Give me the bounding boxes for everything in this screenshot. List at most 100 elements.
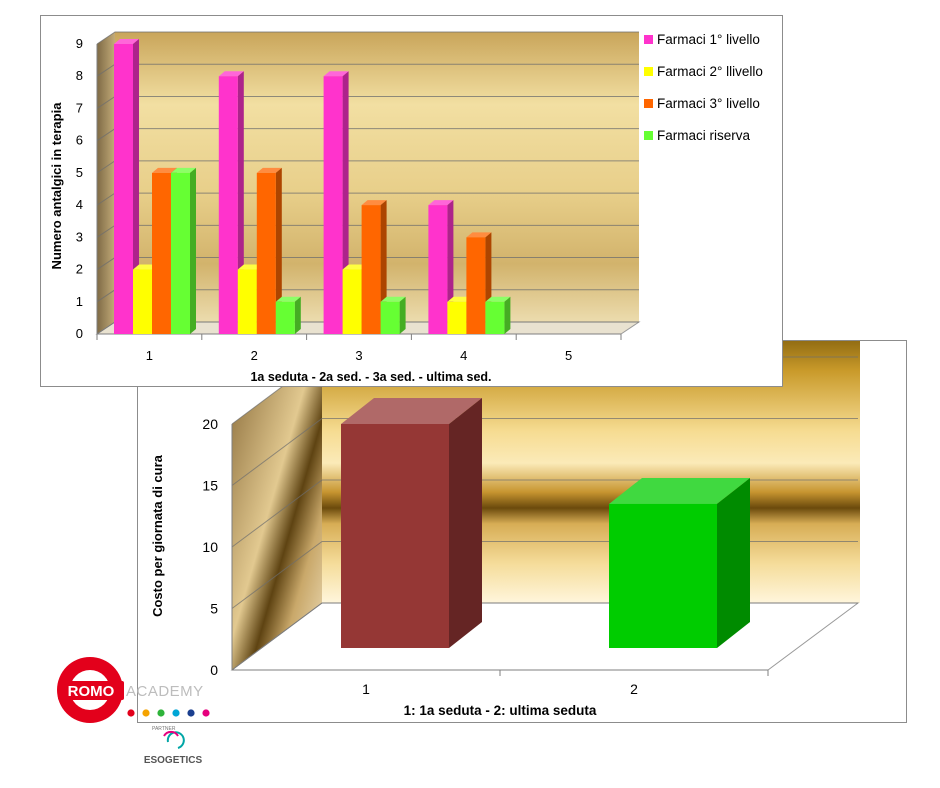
- chart1-bar-front: [152, 172, 171, 334]
- chart1-x-tick-label: 4: [460, 348, 467, 363]
- chart2-x-axis-label: 1: 1a seduta - 2: ultima seduta: [404, 703, 597, 718]
- chart2-bar-top: [609, 477, 750, 504]
- chart1-bar-side: [133, 39, 139, 334]
- chart1-bar-front: [256, 172, 276, 334]
- cost-chart-svg: 0 5 10 15 20 1 2 1: 1a seduta - 2: ultima sedut…: [150, 339, 860, 718]
- chart1-x-tick-label: 1: [146, 348, 153, 363]
- chart2-floor: [230, 602, 860, 671]
- chart1-y-tick-label: 2: [76, 262, 83, 277]
- chart2-bar: [341, 398, 482, 648]
- chart1-bar-top: [361, 200, 387, 206]
- chart1-y-tick-label: 4: [76, 197, 83, 212]
- esogetics-mark-icon: [166, 731, 185, 749]
- logo-dot: [142, 709, 150, 717]
- chart1-bar-front: [342, 269, 362, 334]
- chart1-x-tick-label: 3: [355, 348, 362, 363]
- chart1-y-tick-label: 1: [76, 294, 83, 309]
- chart1-bar: [485, 296, 511, 334]
- chart1-side-wall: [97, 32, 115, 334]
- chart1-bar-side: [275, 167, 282, 334]
- chart2-bar-top: [341, 398, 482, 424]
- chart1-bar-front: [485, 301, 505, 334]
- chart1-bar-top: [485, 296, 511, 302]
- chart1-legend-swatch: [644, 99, 653, 108]
- chart1-gridline: [96, 31, 639, 45]
- logo-brand-bar: [58, 681, 124, 700]
- chart1-bar-front: [466, 237, 486, 334]
- analgesic-chart-svg: 0 1 2 3 4 5 6 7 8 9 1 2 3 4 5 1a seduta - 2a sed. - 3a …: [49, 31, 763, 384]
- analgesic-chart: 0 1 2 3 4 5 6 7 8 9 1 2 3 4 5 1a seduta - 2a sed. - 3a …: [40, 15, 783, 387]
- chart1-bar-front: [323, 76, 343, 334]
- chart1-x-tick-label: 2: [251, 348, 258, 363]
- chart2-bar-side: [717, 477, 750, 648]
- chart1-bar-front: [380, 301, 400, 334]
- chart1-bar-top: [447, 296, 473, 302]
- chart2-bar-front: [609, 503, 717, 648]
- chart2-y-axis-label: Costo per giornata di cura: [150, 454, 165, 617]
- logo-dot: [187, 709, 195, 717]
- logo-dot: [157, 709, 165, 717]
- chart2-bar-front: [341, 424, 449, 648]
- chart1-y-tick-label: 6: [76, 133, 83, 148]
- chart2-bar: [609, 477, 750, 648]
- chart1-bar-top: [152, 167, 177, 173]
- chart1-bar-top: [275, 296, 301, 302]
- chart2-y-tick-label: 20: [202, 416, 218, 432]
- chart1-legend-label: Farmaci 2° llivello: [657, 64, 763, 79]
- esogetics-arc-icon: [163, 730, 179, 737]
- chart1-bar-top: [237, 264, 263, 270]
- logo-partner-name: ESOGETICS: [144, 755, 203, 766]
- chart1-bar-front: [171, 172, 190, 334]
- chart2-bar-side: [449, 398, 482, 648]
- chart2-y-tick-label: 15: [202, 478, 218, 494]
- romo-academy-logo-svg: ROMO ACADEMY PARTNER ESOGETICS: [57, 657, 210, 766]
- chart2-y-tick-label: 5: [210, 601, 218, 617]
- chart1-bar-side: [399, 296, 406, 334]
- logo-dots: [127, 709, 210, 717]
- chart1-bar-front: [133, 269, 152, 334]
- logo-partner-label: PARTNER: [152, 726, 176, 732]
- chart1-bar-top: [428, 200, 454, 206]
- chart1-legend-label: Farmaci riserva: [657, 128, 751, 143]
- chart1-bar-front: [361, 205, 381, 334]
- chart1-bar-top: [256, 167, 282, 173]
- cost-chart: 0 5 10 15 20 1 2 1: 1a seduta - 2: ultima sedut…: [137, 339, 907, 723]
- logo-suffix-text: ACADEMY: [126, 683, 204, 700]
- chart2-x-tick-label: 1: [362, 681, 370, 697]
- logo-dot: [202, 709, 210, 717]
- cost-chart-plot: 0 5 10 15 20 1 2 1: 1a seduta - 2: ultima sedut…: [150, 339, 860, 718]
- chart1-legend-swatch: [644, 67, 653, 76]
- chart1-bar-side: [294, 296, 301, 334]
- chart1-y-axis-label: Numero antalgici in terapia: [49, 102, 64, 270]
- chart1-legend-label: Farmaci 1° livello: [657, 32, 760, 47]
- logo-dot: [127, 709, 135, 717]
- chart1-bar-top: [342, 264, 368, 270]
- chart1-legend-label: Farmaci 3° livello: [657, 96, 760, 111]
- logo-dot: [172, 709, 180, 717]
- chart1-bar-side: [504, 296, 511, 334]
- chart1-y-tick-label: 5: [76, 165, 83, 180]
- chart2-y-tick-label: 10: [202, 539, 218, 555]
- chart2-gridline: [231, 418, 858, 486]
- chart1-bar-front: [428, 205, 448, 334]
- chart1-legend-swatch: [644, 131, 653, 140]
- chart1-y-tick-label: 0: [76, 326, 83, 341]
- chart1-bar-front: [114, 44, 133, 334]
- chart1-bar-top: [380, 296, 406, 302]
- chart1-y-tick-label: 8: [76, 68, 83, 83]
- analgesic-chart-plot: 0 1 2 3 4 5 6 7 8 9 1 2 3 4 5 1a seduta - 2a sed. - 3a …: [49, 31, 763, 384]
- chart1-x-tick-label: 5: [565, 348, 572, 363]
- chart1-bar-top: [114, 39, 139, 44]
- chart1-bar: [171, 167, 196, 334]
- chart1-bar-top: [466, 232, 492, 238]
- chart1-bar-top: [218, 71, 244, 77]
- chart1-y-tick-label: 3: [76, 229, 83, 244]
- chart1-bar-front: [237, 269, 257, 334]
- chart1-bar-front: [447, 301, 467, 334]
- chart1-bar: [256, 167, 282, 334]
- chart1-y-tick-label: 9: [76, 36, 83, 51]
- chart1-bar-side: [190, 167, 196, 334]
- chart1-bar-top: [171, 167, 196, 173]
- chart2-x-tick-label: 2: [630, 681, 638, 697]
- chart1-bar-top: [133, 264, 158, 270]
